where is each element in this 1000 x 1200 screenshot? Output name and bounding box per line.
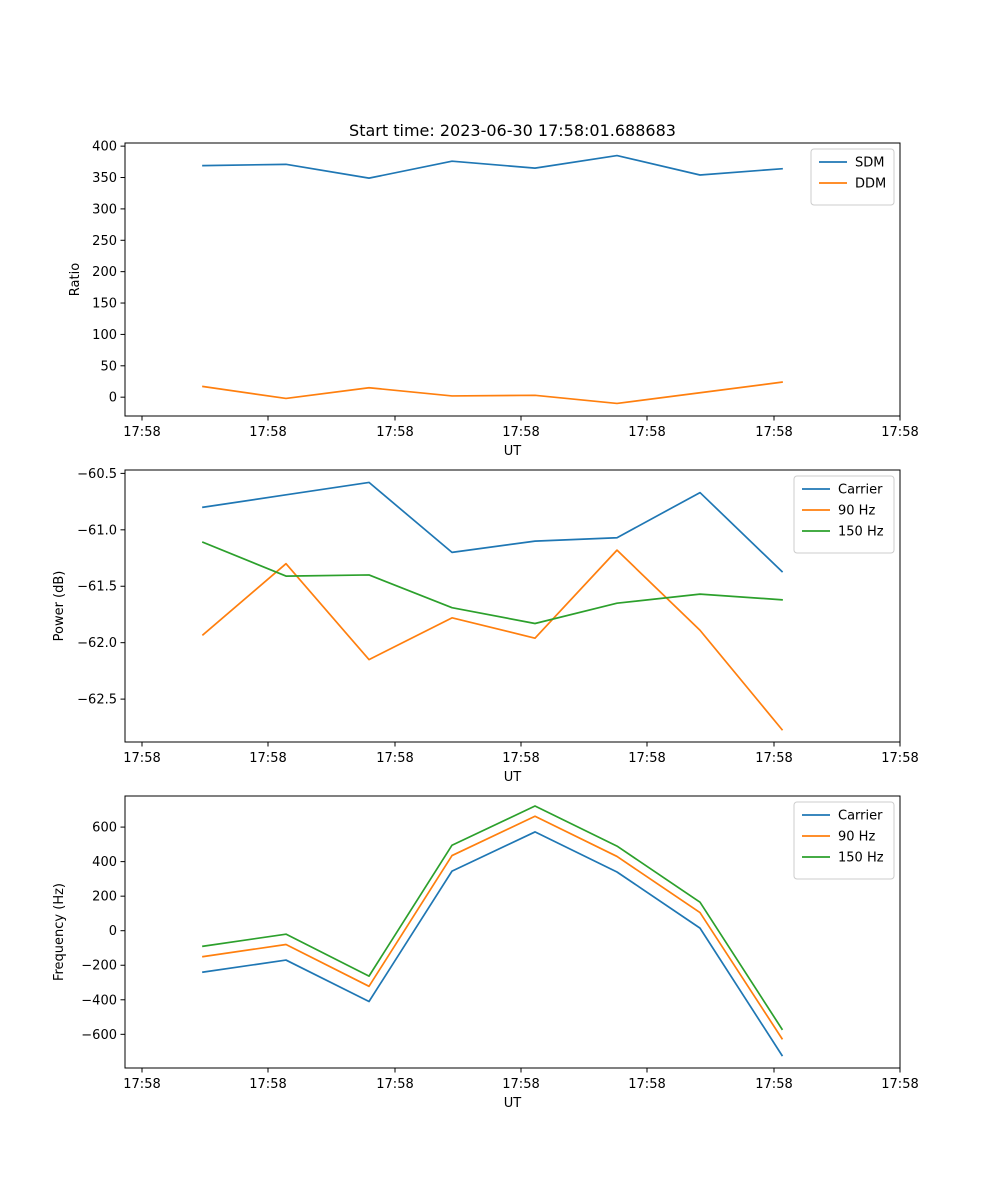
- series-line-carrier: [202, 831, 784, 1057]
- y-tick-label: 300: [92, 202, 117, 217]
- x-tick-label: 17:58: [755, 751, 792, 766]
- y-tick-label: 200: [92, 890, 117, 905]
- x-tick-label: 17:58: [502, 1077, 539, 1092]
- x-axis-label: UT: [504, 770, 522, 785]
- x-tick-label: 17:58: [628, 751, 665, 766]
- x-tick-label: 17:58: [628, 1077, 665, 1092]
- y-tick-label: 50: [100, 359, 117, 374]
- legend-label: 90 Hz: [838, 830, 875, 845]
- y-tick-label: 350: [92, 171, 117, 186]
- x-tick-label: 17:58: [249, 425, 286, 440]
- subplot-2: 17:58 17:58 17:58 17:58 17:58 17:58 17:58 −62.5…: [52, 467, 919, 785]
- series-line-90-hz: [202, 815, 784, 1040]
- subplot-3: 17:58 17:58 17:58 17:58 17:58 17:58 17:58 −600 −…: [52, 795, 919, 1111]
- y-tick-label: −62.0: [77, 636, 117, 651]
- x-axis-label: UT: [504, 1096, 522, 1111]
- x-axis-label: UT: [504, 444, 522, 459]
- y-tick-label: −60.5: [77, 467, 117, 482]
- y-axis-label: Power (dB): [52, 571, 67, 642]
- y-tick-label: 250: [92, 234, 117, 249]
- x-tick-label: 17:58: [755, 425, 792, 440]
- y-axis-label: Ratio: [68, 263, 83, 296]
- axes-frame: [124, 142, 901, 417]
- y-tick-label: 100: [92, 328, 117, 343]
- x-tick-label: 17:58: [502, 751, 539, 766]
- y-tick-label: 400: [92, 855, 117, 870]
- series-line-carrier: [202, 481, 784, 573]
- series-line-150-hz: [201, 541, 783, 625]
- y-tick-label: −62.5: [77, 693, 117, 708]
- x-tick-label: 17:58: [123, 751, 160, 766]
- legend: Carrier 90 Hz 150 Hz: [793, 475, 895, 554]
- x-tick-label: 17:58: [123, 425, 160, 440]
- legend-box: [793, 801, 895, 880]
- series-line-ddm: [202, 381, 783, 405]
- y-tick-label: −600: [81, 1028, 117, 1043]
- y-tick-label: −400: [81, 993, 117, 1008]
- y-tick-label: 150: [92, 297, 117, 312]
- x-tick-label: 17:58: [249, 751, 286, 766]
- figure-title: Start time: 2023-06-30 17:58:01.688683: [349, 121, 676, 140]
- subplot-1: 17:58 17:58 17:58 17:58 17:58 17:58 17:58 0 50 10…: [68, 140, 919, 459]
- legend-label: 150 Hz: [838, 851, 884, 866]
- axes-frame: [124, 795, 901, 1069]
- x-tick-label: 17:58: [881, 1077, 918, 1092]
- x-tick-label: 17:58: [755, 1077, 792, 1092]
- legend-box: [810, 148, 895, 206]
- legend: Carrier 90 Hz 150 Hz: [793, 801, 895, 880]
- x-tick-label: 17:58: [376, 1077, 413, 1092]
- y-tick-label: −200: [81, 959, 117, 974]
- y-tick-label: 400: [92, 140, 117, 155]
- legend-label: 90 Hz: [838, 504, 875, 519]
- legend-label: Carrier: [838, 809, 883, 824]
- y-tick-label: 200: [92, 265, 117, 280]
- y-tick-label: 0: [109, 391, 117, 406]
- series-line-sdm: [202, 154, 783, 179]
- x-tick-label: 17:58: [376, 751, 413, 766]
- series-line-90-hz: [201, 549, 784, 731]
- axes-frame: [124, 469, 901, 743]
- x-tick-label: 17:58: [881, 425, 918, 440]
- y-tick-label: −61.5: [77, 580, 117, 595]
- x-tick-label: 17:58: [502, 425, 539, 440]
- x-tick-label: 17:58: [376, 425, 413, 440]
- x-tick-label: 17:58: [123, 1077, 160, 1092]
- y-tick-label: 600: [92, 821, 117, 836]
- x-tick-label: 17:58: [881, 751, 918, 766]
- x-tick-label: 17:58: [249, 1077, 286, 1092]
- legend-label: Carrier: [838, 483, 883, 498]
- legend: SDM DDM: [810, 148, 895, 206]
- legend-label: DDM: [855, 177, 886, 192]
- series-line-150-hz: [202, 805, 784, 1031]
- legend-box: [793, 475, 895, 554]
- y-tick-label: −61.0: [77, 523, 117, 538]
- legend-label: 150 Hz: [838, 525, 884, 540]
- y-axis-label: Frequency (Hz): [52, 883, 67, 981]
- y-tick-label: 0: [109, 924, 117, 939]
- legend-label: SDM: [855, 156, 884, 171]
- x-tick-label: 17:58: [628, 425, 665, 440]
